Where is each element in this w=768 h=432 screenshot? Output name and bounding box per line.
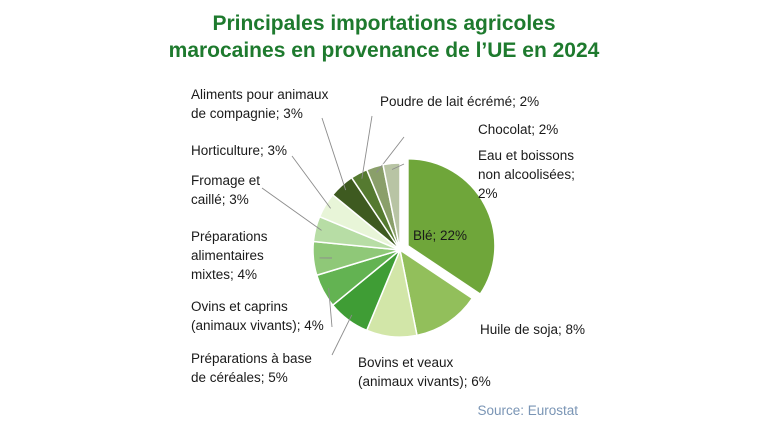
leader-line-chocolat <box>376 136 405 173</box>
leader-line-aliments-animaux <box>321 117 347 191</box>
label-horticulture: Horticulture; 3% <box>191 143 288 158</box>
label-chocolat: Chocolat; 2% <box>478 122 559 137</box>
label-preparations-mixtes: Préparations alimentaires mixtes; 4% <box>191 229 268 282</box>
pie-slice-ble <box>407 158 496 296</box>
leader-line-eau-boissons <box>391 163 405 170</box>
chart-title-line-1: Principales importations agricoles <box>212 12 556 35</box>
source-note: Source: Eurostat <box>477 403 578 418</box>
label-eau-boissons: Eau et boissons non alcoolisées; 2% <box>478 148 575 201</box>
label-preparations-cereales: Préparations à base de céréales; 5% <box>191 351 312 385</box>
label-aliments-animaux: Aliments pour animaux de compagnie; 3% <box>191 87 329 121</box>
leader-line-fromage <box>261 187 322 231</box>
pie-slice-eau-boissons <box>382 162 401 251</box>
label-ovins-caprins: Ovins et caprins (animaux vivants); 4% <box>191 299 324 333</box>
leader-line-poudre-de-lait <box>361 115 373 179</box>
label-poudre-de-lait: Poudre de lait écrémé; 2% <box>380 94 540 109</box>
leader-line-ovins-caprins <box>328 288 333 328</box>
leader-line-horticulture <box>291 155 331 209</box>
chart-title: Principales importations agricoles maroc… <box>0 10 768 64</box>
label-bovins: Bovins et veaux (animaux vivants); 6% <box>358 355 491 389</box>
label-ble: Blé; 22% <box>413 228 468 243</box>
label-huile-de-soja: Huile de soja; 8% <box>480 322 586 337</box>
chart-title-line-2: marocaines en provenance de l’UE en 2024 <box>168 39 600 62</box>
pie-slice-huile-de-soja <box>398 248 474 337</box>
label-fromage: Fromage et caillé; 3% <box>191 173 261 207</box>
leader-line-preparations-cereales <box>331 314 353 356</box>
